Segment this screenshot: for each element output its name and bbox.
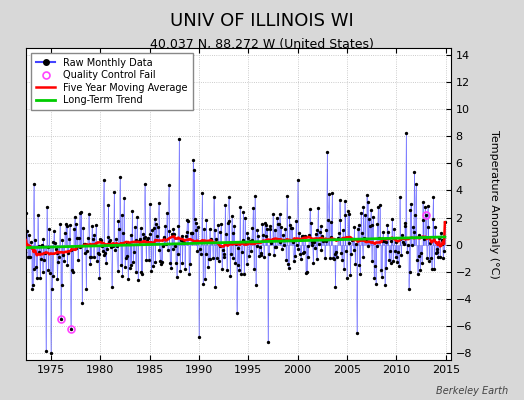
Text: Berkeley Earth: Berkeley Earth [436, 386, 508, 396]
Text: UNIV OF ILLINOIS WI: UNIV OF ILLINOIS WI [170, 12, 354, 30]
Y-axis label: Temperature Anomaly (°C): Temperature Anomaly (°C) [489, 130, 499, 278]
Text: 40.037 N, 88.272 W (United States): 40.037 N, 88.272 W (United States) [150, 38, 374, 51]
Legend: Raw Monthly Data, Quality Control Fail, Five Year Moving Average, Long-Term Tren: Raw Monthly Data, Quality Control Fail, … [31, 53, 192, 110]
